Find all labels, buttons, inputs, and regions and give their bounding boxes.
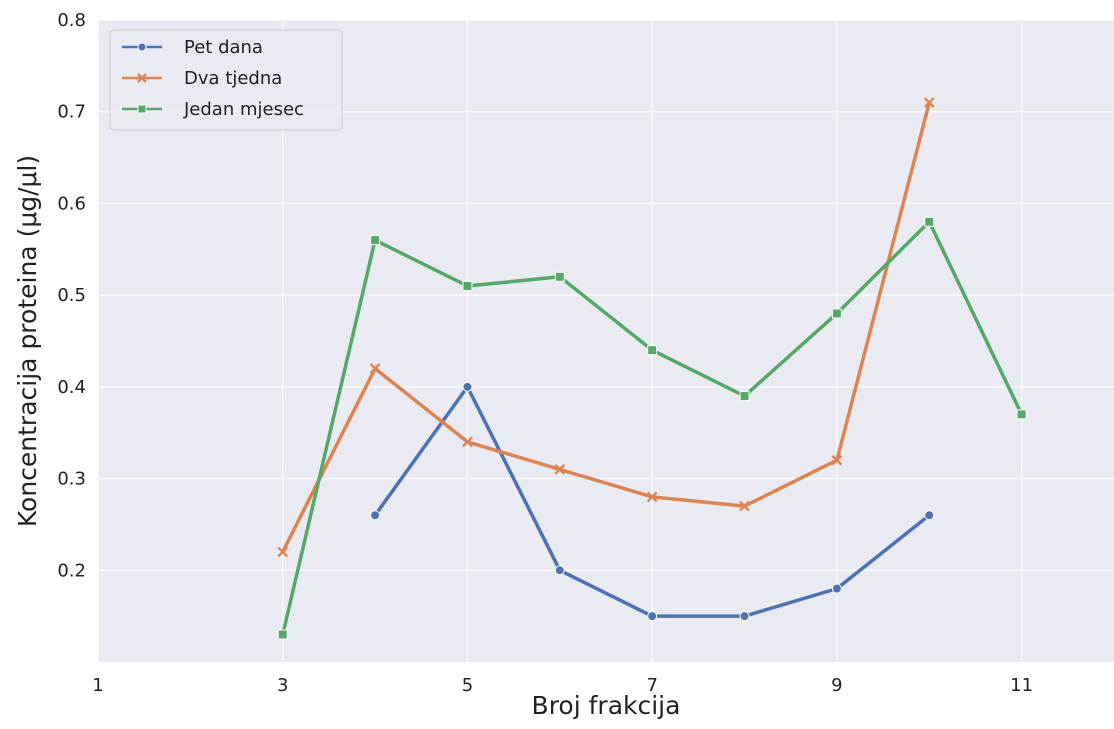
y-axis-title: Koncentracija proteina (μg/μl) — [13, 155, 42, 527]
y-tick-label: 0.4 — [57, 377, 86, 398]
data-point-marker — [369, 363, 381, 374]
data-point-marker — [554, 565, 565, 576]
legend-item: Pet dana — [122, 37, 263, 58]
data-point-marker — [1016, 409, 1027, 420]
legend-label: Dva tjedna — [184, 68, 282, 89]
x-axis-ticks: 1 3 5 7 9 11 — [92, 675, 1033, 696]
data-point-marker — [924, 216, 935, 227]
data-point-marker — [462, 381, 473, 392]
data-point-marker — [462, 436, 473, 448]
x-tick-label: 3 — [277, 675, 288, 696]
data-point-marker — [739, 391, 750, 402]
y-tick-label: 0.6 — [57, 193, 86, 214]
x-tick-label: 5 — [462, 675, 473, 696]
legend-item: Dva tjedna — [122, 68, 282, 89]
x-axis-title: Broj frakcija — [532, 691, 681, 720]
data-point-marker — [647, 611, 658, 622]
data-point-marker — [277, 629, 288, 640]
series-3 — [277, 216, 1027, 640]
legend-label: Jedan mjesec — [183, 99, 304, 120]
y-tick-label: 0.8 — [57, 10, 86, 31]
data-point-marker — [646, 491, 658, 503]
data-point-marker — [739, 611, 750, 622]
data-point-marker — [831, 308, 842, 319]
x-tick-label: 11 — [1010, 675, 1033, 696]
y-tick-label: 0.5 — [57, 285, 86, 306]
data-point-marker — [370, 510, 381, 521]
y-tick-label: 0.2 — [57, 560, 86, 581]
legend-box — [109, 29, 343, 131]
data-point-marker — [370, 235, 381, 246]
data-point-marker — [739, 500, 750, 512]
y-tick-label: 0.7 — [57, 102, 86, 123]
data-point-marker — [554, 464, 566, 475]
data-point-marker — [647, 345, 658, 356]
series-layer — [277, 97, 1027, 640]
data-point-marker — [554, 271, 565, 282]
series-line — [280, 100, 932, 554]
y-tick-label: 0.3 — [57, 469, 86, 490]
series-1 — [370, 381, 935, 622]
data-point-marker — [137, 42, 147, 52]
grid-lines — [97, 19, 1114, 662]
legend: Pet dana Dva tjedna Jedan mjesec — [109, 29, 343, 131]
data-point-marker — [137, 73, 147, 83]
data-point-marker — [923, 97, 935, 108]
data-point-marker — [277, 546, 289, 558]
x-tick-label: 1 — [92, 675, 103, 696]
data-point-marker — [137, 104, 147, 114]
legend-label: Pet dana — [184, 37, 263, 58]
data-point-marker — [831, 454, 843, 466]
data-point-marker — [831, 583, 842, 594]
data-point-marker — [462, 280, 473, 291]
x-tick-label: 9 — [831, 675, 842, 696]
y-axis-ticks: 0.2 0.3 0.4 0.5 0.6 0.7 0.8 — [57, 10, 86, 581]
legend-item: Jedan mjesec — [122, 99, 304, 120]
data-point-marker — [924, 510, 935, 521]
series-2 — [277, 97, 935, 558]
x-tick-label: 7 — [646, 675, 657, 696]
